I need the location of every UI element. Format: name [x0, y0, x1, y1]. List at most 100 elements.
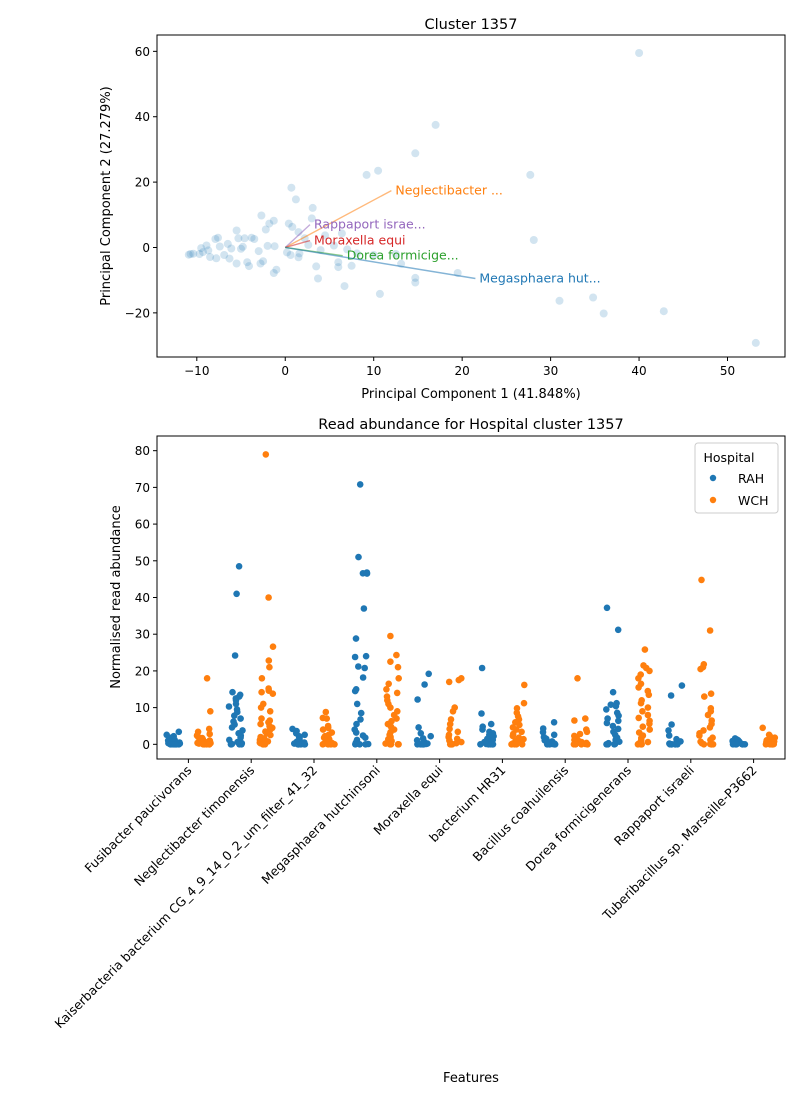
abundance-point-wch	[639, 723, 647, 730]
abundance-point-wch	[319, 741, 327, 748]
pca-point	[212, 254, 221, 263]
pca-point	[232, 259, 241, 268]
abundance-point-rah	[667, 692, 675, 699]
abundance-point-wch	[387, 658, 394, 665]
abundance-point-rah	[414, 696, 421, 703]
pca-point	[589, 293, 598, 302]
abundance-point-wch	[520, 699, 528, 707]
pca-y-tick-label: 60	[135, 45, 150, 59]
abundance-y-tick-label: 60	[135, 518, 150, 532]
abundance-point-wch	[454, 728, 462, 736]
abundance-point-wch	[267, 731, 274, 739]
abundance-point-wch	[697, 665, 704, 673]
pca-point	[334, 258, 343, 267]
abundance-point-wch	[203, 675, 211, 682]
abundance-point-wch	[324, 741, 332, 748]
abundance-point-wch	[395, 675, 403, 682]
pca-point	[261, 225, 270, 234]
abundance-point-wch	[446, 720, 454, 728]
pca-title: Cluster 1357	[425, 17, 518, 33]
abundance-chart: Read abundance for Hospital cluster 1357…	[52, 417, 786, 1086]
abundance-point-rah	[615, 717, 622, 725]
abundance-point-rah	[550, 731, 558, 739]
abundance-point-wch	[582, 715, 589, 722]
abundance-point-rah	[420, 741, 427, 748]
abundance-point-wch	[385, 680, 393, 688]
abundance-point-wch	[706, 627, 714, 634]
abundance-point-wch	[641, 646, 649, 653]
legend: Hospital RAH WCH	[694, 442, 779, 514]
abundance-point-rah	[741, 741, 749, 748]
abundance-points	[163, 451, 779, 748]
pca-y-axis-ticks: −20 0 20 40 60	[125, 45, 157, 320]
pca-point	[352, 249, 361, 258]
abundance-point-wch	[521, 681, 528, 689]
abundance-point-wch	[646, 667, 653, 675]
abundance-point-rah	[614, 626, 622, 634]
pca-point	[254, 247, 263, 256]
pca-point	[294, 253, 303, 262]
abundance-point-rah	[231, 652, 239, 659]
abundance-point-rah	[672, 741, 679, 748]
pca-loadings: Neglectibacter ... Rappaport israe...Mora…	[284, 183, 601, 286]
abundance-point-wch	[644, 704, 652, 711]
abundance-point-wch	[205, 725, 213, 733]
abundance-point-wch	[393, 689, 401, 697]
abundance-point-wch	[387, 704, 394, 711]
abundance-point-wch	[759, 724, 766, 732]
abundance-point-rah	[603, 604, 611, 612]
pca-point	[599, 309, 608, 318]
pca-point	[195, 250, 204, 258]
abundance-point-rah	[609, 688, 617, 696]
abundance-point-rah	[171, 741, 179, 748]
abundance-point-wch	[639, 708, 646, 715]
abundance-point-wch	[324, 724, 332, 732]
abundance-point-rah	[417, 730, 425, 737]
pca-x-tick-label: −10	[184, 364, 209, 378]
abundance-point-rah	[363, 570, 371, 577]
pca-point	[288, 222, 297, 231]
pca-point	[291, 195, 300, 204]
abundance-point-wch	[635, 675, 642, 682]
abundance-point-wch	[518, 741, 526, 748]
abundance-point-rah	[415, 724, 422, 731]
abundance-point-wch	[578, 741, 585, 748]
abundance-point-rah	[301, 731, 309, 739]
pca-point	[247, 233, 256, 242]
abundance-y-tick-label: 80	[135, 444, 150, 458]
loading-arrow	[284, 224, 311, 249]
abundance-point-wch	[696, 732, 703, 739]
pca-point	[240, 234, 249, 243]
abundance-point-wch	[269, 643, 277, 650]
pca-point	[312, 262, 321, 271]
abundance-plot-frame	[156, 435, 786, 760]
pca-y-tick-label: −20	[125, 306, 150, 320]
pca-point	[284, 219, 293, 228]
abundance-point-wch	[257, 704, 265, 711]
abundance-point-wch	[205, 741, 213, 748]
abundance-point-wch	[262, 451, 270, 458]
abundance-x-tick-label: Fusibacter paucivorans	[82, 763, 195, 876]
abundance-point-rah	[355, 663, 362, 670]
abundance-point-rah	[351, 653, 359, 661]
abundance-point-wch	[458, 738, 465, 746]
pca-point	[211, 235, 220, 243]
abundance-point-rah	[551, 741, 559, 748]
pca-point	[431, 120, 440, 129]
abundance-point-rah	[427, 732, 435, 740]
abundance-y-tick-label: 70	[135, 481, 150, 495]
legend-box	[694, 442, 779, 514]
abundance-point-wch	[635, 714, 642, 722]
abundance-point-wch	[574, 675, 581, 682]
pca-x-tick-label: 50	[720, 364, 735, 378]
pca-points	[184, 49, 760, 347]
loading-arrow	[285, 239, 311, 249]
pca-y-axis-label: Principal Component 2 (27.279%)	[99, 86, 114, 306]
abundance-point-rah	[609, 722, 617, 730]
pca-point	[295, 249, 304, 258]
abundance-point-wch	[645, 691, 653, 699]
abundance-point-wch	[644, 738, 652, 746]
abundance-point-wch	[706, 724, 714, 731]
abundance-point-wch	[766, 741, 774, 748]
abundance-point-rah	[665, 727, 672, 734]
